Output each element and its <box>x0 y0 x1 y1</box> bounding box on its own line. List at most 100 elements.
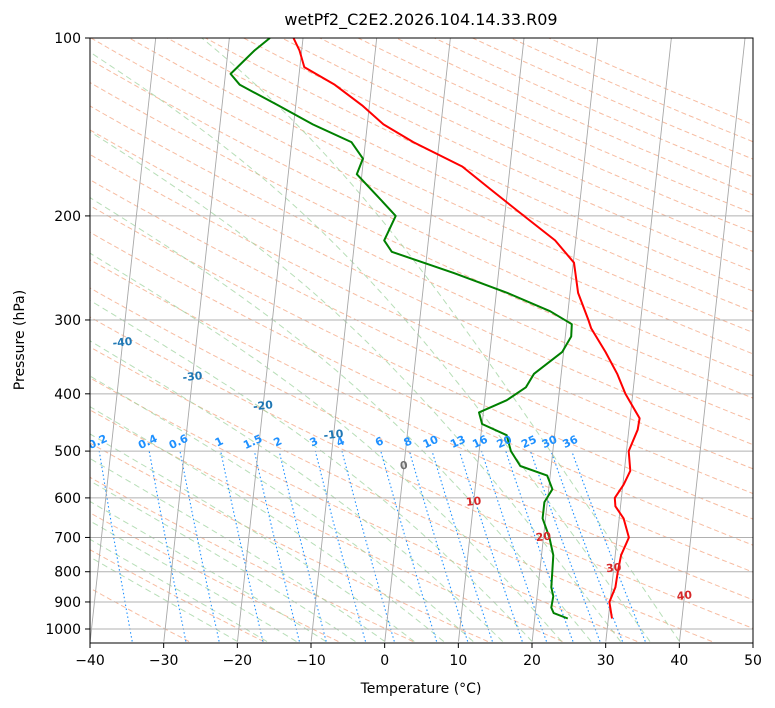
x-tick-label: 20 <box>523 653 541 669</box>
dry-adiabat <box>90 476 414 642</box>
x-tick-label: 10 <box>449 653 467 669</box>
moist-adiabat <box>90 520 297 642</box>
dry-adiabat <box>90 231 753 546</box>
mixing-ratio-label: 20 <box>495 433 515 451</box>
isotherm-line <box>458 38 525 642</box>
isotherm-label: -10 <box>323 427 345 442</box>
dry-adiabat <box>90 153 753 470</box>
x-tick-label: −30 <box>149 653 179 669</box>
moist-adiabat <box>90 433 415 642</box>
moist-adiabat <box>90 556 238 642</box>
moist-adiabat <box>90 375 474 642</box>
mixing-ratio-line <box>314 450 367 642</box>
isotherm-line <box>90 38 157 642</box>
mixing-ratio-line <box>550 450 624 642</box>
isotherm-label: -40 <box>112 335 134 350</box>
x-tick-label: 40 <box>670 653 688 669</box>
dry-adiabat <box>356 38 753 214</box>
dry-adiabat <box>318 38 753 233</box>
plot-frame <box>89 37 754 644</box>
moist-adiabat <box>90 457 386 642</box>
y-tick-label: 300 <box>54 313 81 329</box>
dry-adiabat <box>242 38 753 272</box>
moist-adiabat <box>90 340 504 642</box>
mixing-ratio-label: 30 <box>540 433 560 451</box>
isotherm-label: 20 <box>535 530 552 545</box>
dry-adiabat <box>547 38 753 126</box>
isotherm-label: -20 <box>252 398 274 413</box>
dry-adiabat <box>90 287 753 601</box>
mixing-ratio-label: 10 <box>421 433 441 451</box>
dry-adiabat <box>90 205 753 520</box>
y-tick-label: 800 <box>54 565 81 581</box>
isotherm-line <box>752 638 753 642</box>
isotherm-label: 40 <box>676 588 693 603</box>
isotherm-line <box>310 38 378 642</box>
isotherm-label: 0 <box>399 459 408 473</box>
mixing-ratio-line <box>278 450 327 642</box>
y-axis-label: Pressure (hPa) <box>12 290 28 390</box>
moist-adiabat <box>200 38 680 642</box>
moist-adiabat <box>90 500 327 642</box>
y-tick-label: 200 <box>54 209 81 225</box>
dry-adiabat <box>90 59 753 377</box>
moist-adiabat <box>90 197 592 642</box>
y-tick-label: 500 <box>54 444 81 460</box>
moist-adiabat <box>90 299 533 642</box>
dry-adiabat <box>90 38 753 355</box>
mixing-ratio-label: 8 <box>402 434 414 449</box>
isotherm-label: 10 <box>465 494 482 509</box>
mixing-ratio-label: 0.6 <box>167 432 190 452</box>
y-tick-label: 600 <box>54 491 81 507</box>
dry-adiabat <box>166 38 753 313</box>
mixing-ratio-line <box>380 450 438 642</box>
moist-adiabat <box>90 538 268 642</box>
mixing-ratio-line <box>458 450 523 642</box>
moist-adiabat <box>90 406 445 642</box>
moist-adiabat <box>90 51 651 642</box>
dry-adiabat <box>90 409 563 642</box>
dry-adiabat <box>90 587 190 642</box>
sounding-profiles <box>229 38 641 620</box>
mixing-ratio-label: 2 <box>271 434 283 449</box>
mixing-ratio-line <box>571 450 646 642</box>
mixing-ratio-line <box>480 450 548 642</box>
dry-adiabat <box>509 38 753 143</box>
mixing-ratio-label: 1 <box>213 434 225 449</box>
dewpoint-line <box>229 38 573 620</box>
isotherm-line <box>163 38 230 642</box>
moist-adiabat <box>90 480 356 642</box>
dry-adiabat <box>90 377 638 642</box>
dry-adiabat <box>90 512 339 642</box>
reference-line-labels: -100-90-80-70-60-50-40-30-20-10010203040… <box>90 335 693 603</box>
y-tick-label: 900 <box>54 595 81 611</box>
x-tick-label: −40 <box>75 653 105 669</box>
dry-adiabat <box>90 81 753 399</box>
x-tick-label: −20 <box>223 653 253 669</box>
mixing-ratio-line <box>341 450 395 642</box>
y-tick-label: 700 <box>54 530 81 546</box>
dry-adiabat <box>90 129 753 446</box>
dry-adiabat <box>90 259 753 573</box>
moist-adiabat <box>90 252 562 642</box>
mixing-ratio-label: 6 <box>373 434 386 449</box>
isotherm-line <box>679 38 746 642</box>
temperature-line <box>292 38 641 619</box>
mixing-ratio-line <box>408 450 469 642</box>
mixing-ratio-label: 0.4 <box>136 432 159 452</box>
x-tick-label: 30 <box>597 653 615 669</box>
isotherm-line <box>531 38 599 642</box>
mixing-ratio-label: 36 <box>561 433 581 451</box>
isotherm-label: -30 <box>182 369 204 384</box>
mixing-ratio-line <box>220 450 264 642</box>
x-tick-label: 0 <box>380 653 389 669</box>
mixing-ratio-label: 1.5 <box>241 432 264 452</box>
mixing-ratio-line <box>431 450 493 642</box>
mixing-ratio-label: 3 <box>308 434 320 449</box>
x-axis-label: Temperature (°C) <box>360 681 482 697</box>
mixing-ratio-label: 16 <box>470 433 490 451</box>
mixing-ratio-label: 4 <box>334 434 347 449</box>
dry-adiabat <box>90 105 753 422</box>
isotherm-line <box>0 38 8 642</box>
